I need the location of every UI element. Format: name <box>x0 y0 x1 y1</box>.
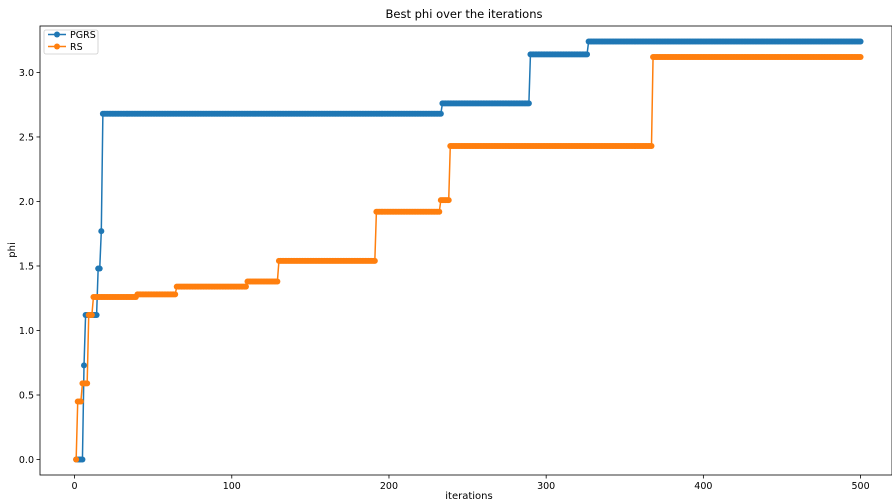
data-point <box>81 362 88 369</box>
x-axis-title: iterations <box>445 491 492 501</box>
legend: PGRS RS <box>43 29 99 55</box>
y-tick-label: 2.5 <box>19 132 34 143</box>
data-point <box>584 51 591 58</box>
data-point <box>79 456 86 463</box>
y-tick-label: 1.0 <box>19 326 34 337</box>
y-axis-title: phi <box>7 242 18 257</box>
x-tick-label: 300 <box>537 481 555 492</box>
y-tick-label: 2.0 <box>19 197 34 208</box>
legend-marker-rs <box>54 43 60 50</box>
plot-frame <box>39 25 892 476</box>
data-point <box>98 228 105 235</box>
data-point <box>445 197 452 204</box>
data-point <box>172 291 179 298</box>
data-point <box>525 100 532 107</box>
data-point <box>857 53 864 60</box>
x-axis-ticks: 0 100 200 300 400 500 <box>72 475 870 492</box>
data-point <box>84 380 91 387</box>
x-tick-label: 500 <box>851 481 869 492</box>
chart-title: Best phi over the iterations <box>386 7 543 21</box>
legend-label-pgrs: PGRS <box>70 30 96 41</box>
data-point <box>73 456 80 463</box>
data-point <box>436 208 443 215</box>
data-point <box>88 312 95 319</box>
series-markers-pgrs <box>73 38 864 463</box>
x-tick-label: 200 <box>380 481 398 492</box>
y-axis-ticks: 0.0 0.5 1.0 1.5 2.0 2.5 3.0 <box>19 68 40 466</box>
data-point <box>93 312 100 319</box>
series-markers-rs <box>73 53 864 463</box>
y-tick-label: 3.0 <box>19 68 34 79</box>
data-point <box>274 278 281 285</box>
legend-marker-pgrs <box>54 31 60 38</box>
data-point <box>371 257 378 264</box>
data-point <box>648 142 655 149</box>
data-point <box>437 110 444 117</box>
data-point <box>77 398 84 405</box>
x-tick-label: 100 <box>223 481 241 492</box>
data-point <box>857 38 864 45</box>
x-tick-label: 0 <box>72 481 78 492</box>
data-point <box>242 283 249 290</box>
y-tick-label: 1.5 <box>19 261 34 272</box>
legend-label-rs: RS <box>70 42 83 53</box>
x-tick-label: 400 <box>694 481 712 492</box>
series-layer <box>73 38 864 463</box>
y-tick-label: 0.0 <box>19 455 34 466</box>
y-tick-label: 0.5 <box>19 390 34 401</box>
data-point <box>96 265 103 272</box>
